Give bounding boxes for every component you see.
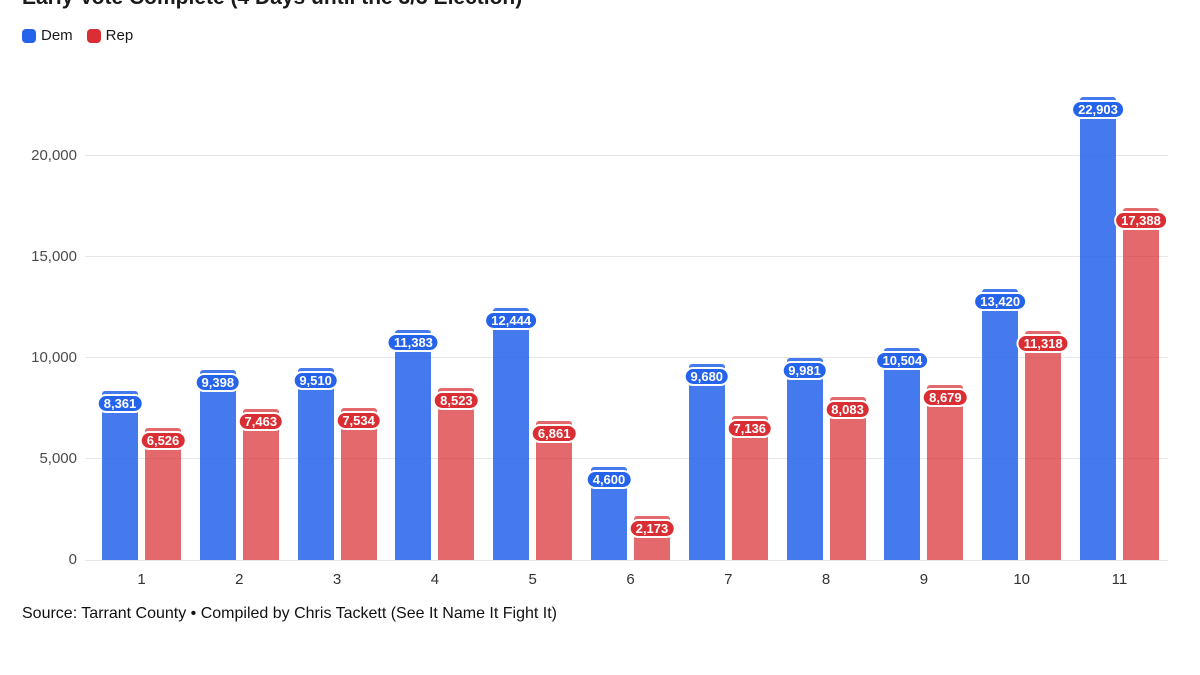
bar-rep-2: 7,463 [237,409,285,560]
legend-swatch-rep [86,28,101,43]
bar-value-label: 10,504 [875,351,930,370]
bar-value-label: 2,173 [628,519,676,538]
bar-group-11: 22,903 17,388 11 [1071,91,1168,588]
bar-dem-5: 12,444 [484,308,539,560]
bar-rep-10: 11,318 [1016,331,1070,560]
x-axis-tick-label: 9 [919,571,929,588]
legend-item-rep: Rep [86,27,134,44]
legend: Dem Rep [22,27,133,44]
bar-dem-6: 4,600 [585,467,633,560]
bar-dem-1: 8,361 [96,391,144,560]
legend-label: Rep [105,27,134,44]
bar-value-label: 11,318 [1016,334,1070,353]
legend-label: Dem [41,27,73,44]
bar-dem-4: 11,383 [386,330,440,560]
y-axis-tick-label: 15,000 [31,247,77,265]
bar-rep-8: 8,083 [824,397,871,560]
bar-value-label: 9,398 [194,373,242,392]
bar-value-label: 7,136 [726,419,774,438]
legend-swatch-dem [22,28,36,43]
x-axis-tick-label: 11 [1111,571,1128,588]
bar-dem-9: 10,504 [875,348,930,560]
bar-dem-3: 9,510 [292,368,339,560]
bar-dem-2: 9,398 [194,370,242,560]
bar-group-1: 8,361 6,526 1 [96,91,187,588]
bar-groups: 8,361 6,526 1 9,398 7,463 2 9,510 7,534 3 11,383 8… [85,91,1168,588]
gridline-15000 [85,256,1168,258]
bar-dem-10: 13,420 [973,289,1028,560]
bar-value-label: 8,083 [824,400,871,419]
source-attribution: Source: Tarrant County • Compiled by Chr… [22,605,557,622]
bar-group-10: 13,420 11,318 10 [973,91,1070,588]
bar-dem-8: 9,981 [781,358,828,560]
bar-value-label: 13,420 [973,292,1028,311]
x-axis-tick-label: 3 [332,571,342,588]
bar-group-6: 4,600 2,173 6 [585,91,676,588]
gridline-10000 [85,357,1168,359]
x-axis-tick-label: 1 [137,571,146,588]
y-axis-tick-label: 5,000 [39,449,77,467]
bar-rep-6: 2,173 [628,516,676,560]
bar-rep-1: 6,526 [139,428,187,560]
y-axis-tick-label: 20,000 [31,146,77,164]
bar-value-label: 8,523 [433,391,480,410]
bar-value-label: 4,600 [585,470,633,489]
bar-rep-4: 8,523 [433,388,480,560]
legend-item-dem: Dem [22,27,73,44]
bar-rep-3: 7,534 [335,408,382,560]
bar-value-label: 9,680 [683,367,731,386]
bar-group-5: 12,444 6,861 5 [484,91,578,588]
gridline-0 [85,559,1168,561]
bar-group-8: 9,981 8,083 8 [781,91,871,588]
bar-value-label: 17,388 [1114,211,1168,230]
bar-group-4: 11,383 8,523 4 [386,91,480,588]
bar-group-9: 10,504 8,679 9 [875,91,969,588]
bar-value-label: 22,903 [1071,100,1125,119]
bar-value-label: 7,534 [335,411,382,430]
bar-group-3: 9,510 7,534 3 [292,91,382,588]
bar-value-label: 9,981 [781,361,828,380]
bar-value-label: 6,526 [139,431,187,450]
y-axis-tick-label: 0 [68,551,77,568]
y-axis-tick-label: 10,000 [31,348,77,366]
chart-title: Early Vote Complete (4 Days until the 3/… [22,0,522,10]
bar-dem-11: 22,903 [1071,97,1125,560]
bar-value-label: 8,361 [96,394,144,413]
bar-group-2: 9,398 7,463 2 [194,91,285,588]
x-axis-tick-label: 6 [626,571,635,588]
bar-value-label: 7,463 [237,412,285,431]
plot-area: 0 5,000 10,000 15,000 20,000 8,361 6,526 1 9,39… [31,91,1168,588]
bar-dem-7: 9,680 [683,364,731,560]
bar-rep-5: 6,861 [530,421,578,560]
bar-rep-7: 7,136 [726,416,774,560]
bar-rep-11: 17,388 [1114,208,1168,560]
bar-value-label: 9,510 [292,371,339,390]
bar-group-7: 9,680 7,136 7 [683,91,774,588]
bar-value-label: 6,861 [530,424,578,443]
x-axis-tick-label: 4 [430,571,440,588]
x-axis-tick-label: 7 [724,571,733,588]
x-axis-tick-label: 5 [528,571,537,588]
x-axis-tick-label: 8 [821,571,831,588]
bar-value-label: 8,679 [922,388,969,407]
gridline-20000 [85,155,1168,157]
x-axis-tick-label: 10 [1013,571,1031,588]
x-axis-tick-label: 2 [235,571,244,588]
bar-value-label: 11,383 [386,333,440,352]
bar-rep-9: 8,679 [922,385,969,560]
bar-value-label: 12,444 [484,311,539,330]
gridline-5000 [85,458,1168,460]
